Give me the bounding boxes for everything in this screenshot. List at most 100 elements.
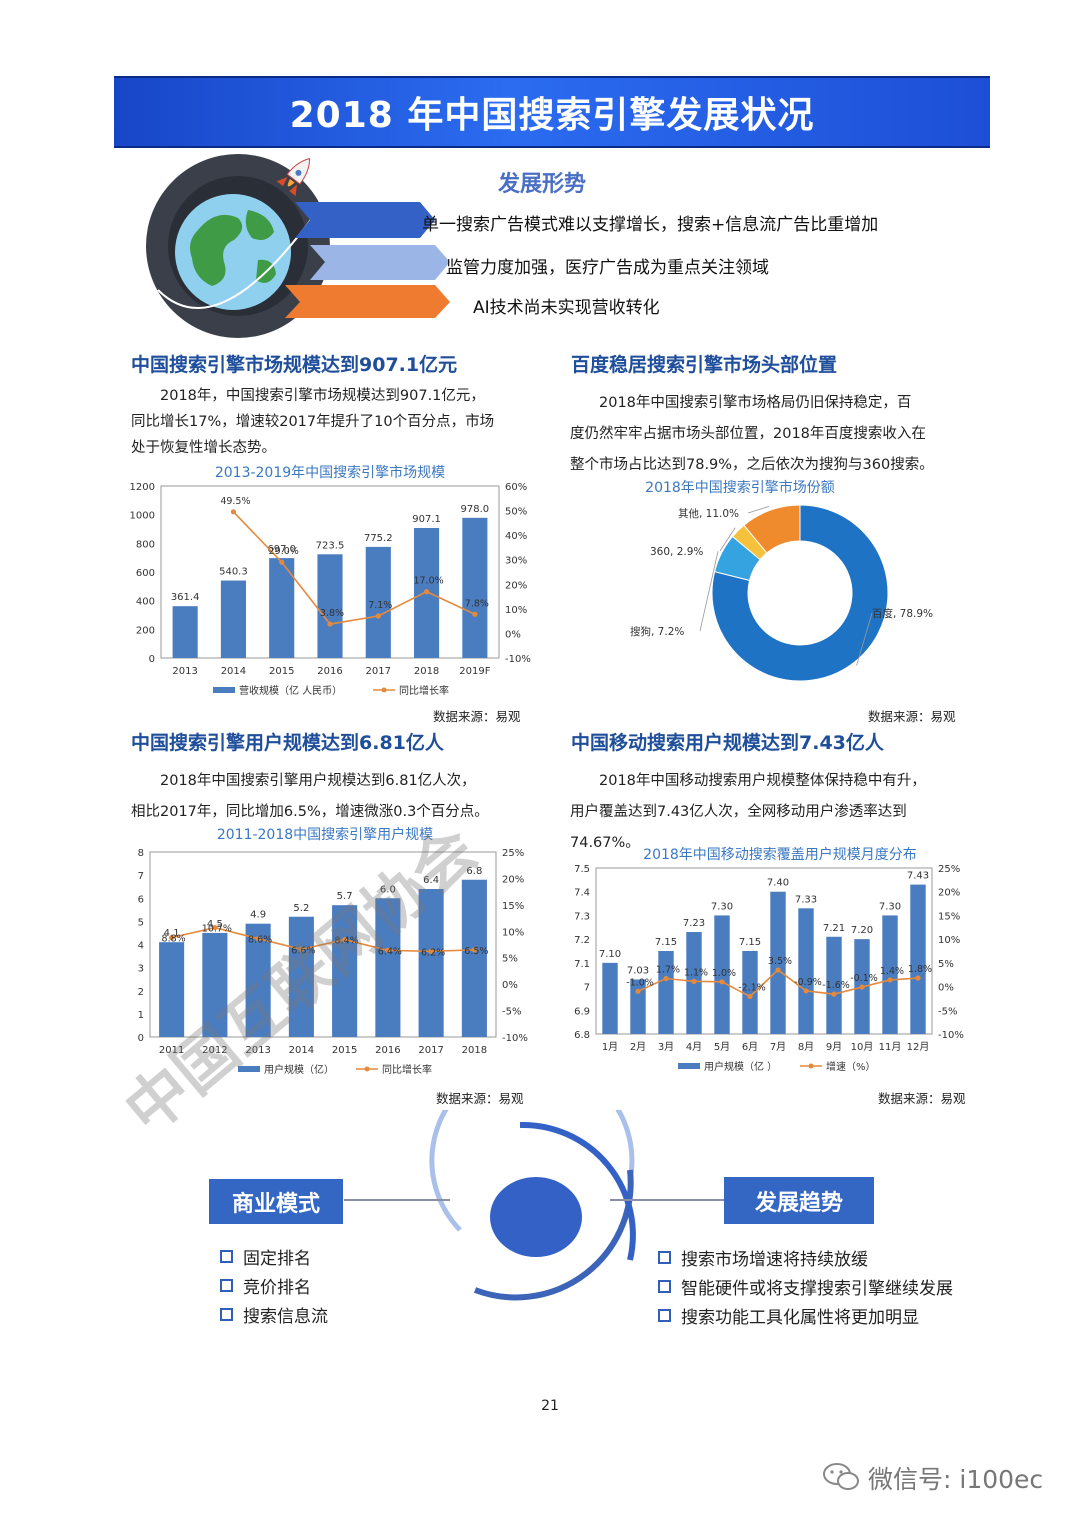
growth-point (428, 948, 434, 954)
growth-point (255, 936, 261, 942)
y2-tick-label: 5% (502, 954, 518, 965)
growth-point (327, 621, 333, 627)
bar-value-label: 4.5 (207, 919, 223, 930)
bar (630, 979, 646, 1034)
growth-label: 1.0% (712, 968, 736, 979)
y-tick-label: 7.2 (574, 935, 590, 946)
pie-label: 搜狗, 7.2% (630, 625, 684, 638)
y2-tick-label: 15% (502, 901, 524, 912)
y2-tick-label: -5% (502, 1007, 521, 1018)
y-tick-label: 4 (138, 941, 144, 952)
square-bullet-icon (220, 1279, 233, 1292)
legend-line-marker (808, 1063, 814, 1069)
growth-line (232, 511, 476, 625)
legend-bar-label: 用户规模（亿 ） (704, 1060, 777, 1073)
situation-title: 发展形势 (498, 172, 587, 197)
x-tick-label: 9月 (826, 1041, 842, 1053)
bar (742, 951, 758, 1034)
y-tick-label: 200 (136, 625, 155, 636)
x-tick-label: 11月 (879, 1041, 902, 1053)
y-tick-label: 7.5 (574, 864, 590, 875)
bar-value-label: 361.4 (171, 592, 200, 603)
growth-label: 17.0% (413, 576, 443, 587)
growth-label: 3.5% (768, 956, 792, 967)
bar-value-label: 6.0 (380, 884, 396, 895)
x-tick-label: 2016 (317, 666, 342, 677)
y-tick-label: 8 (138, 848, 144, 859)
growth-line (171, 926, 475, 953)
growth-label: 6.5% (464, 946, 488, 957)
bar (602, 962, 618, 1034)
growth-point (775, 967, 781, 973)
bar (288, 916, 314, 1037)
x-tick-label: 12月 (907, 1041, 930, 1053)
y-tick-label: 1200 (130, 482, 155, 493)
legend-line-marker (364, 1066, 370, 1072)
growth-label: -0.1% (850, 973, 878, 984)
x-tick-label: 1月 (602, 1041, 618, 1053)
y2-tick-label: 15% (938, 911, 960, 922)
pie-leader-line (747, 506, 769, 514)
users-heading: 中国搜索引擎用户规模达到6.81亿人 (131, 732, 444, 754)
list-item-label: 搜索市场增速将持续放缓 (681, 1250, 868, 1270)
x-tick-label: 2019F (459, 666, 490, 677)
pie-label: 360, 2.9% (650, 546, 703, 558)
y2-tick-label: 0% (938, 983, 954, 994)
bar-value-label: 5.2 (293, 903, 309, 914)
y-tick-label: 6.9 (574, 1006, 590, 1017)
y2-tick-label: 30% (505, 556, 527, 567)
y2-tick-label: 20% (505, 580, 527, 591)
x-tick-label: 2011 (159, 1045, 184, 1056)
growth-point (472, 611, 478, 617)
growth-label: 10.7% (202, 924, 232, 935)
growth-label: 6.6% (291, 945, 315, 956)
list-item: 固定排名 (220, 1242, 328, 1271)
bar (269, 558, 295, 658)
bar (245, 923, 271, 1037)
y-tick-label: 7.4 (574, 888, 590, 899)
y-tick-label: 0 (138, 1033, 144, 1044)
bar (826, 936, 842, 1034)
bar-value-label: 4.9 (250, 910, 266, 921)
square-bullet-icon (658, 1251, 671, 1264)
bar-value-label: 7.23 (683, 918, 705, 929)
wechat-icon (823, 1463, 859, 1490)
pie-slice (711, 504, 889, 682)
y-tick-label: 7 (584, 983, 590, 994)
y-tick-label: 2 (138, 987, 144, 998)
y-tick-label: 7.1 (574, 959, 590, 970)
y-tick-label: 0 (149, 654, 155, 665)
growth-point (719, 979, 725, 985)
growth-point (803, 988, 809, 994)
page-banner: 2018 年中国搜索引擎发展状况 (114, 76, 990, 148)
y2-tick-label: 50% (505, 507, 527, 518)
growth-label: 3.8% (320, 608, 344, 619)
bar-value-label: 5.7 (337, 891, 353, 902)
pie-leader-line (719, 527, 736, 552)
situation-point-2: 监管力度加强，医疗广告成为重点关注领域 (446, 258, 769, 278)
share-chart: 百度, 78.9% 搜狗, 7.2% 360, 2.9% 其他, 11.0% (630, 504, 933, 682)
list-item-label: 搜索信息流 (243, 1307, 328, 1327)
growth-label: -2.1% (738, 983, 766, 994)
y-tick-label: 7 (138, 871, 144, 882)
share-text-line: 整个市场占比达到78.9%，之后依次为搜狗与360搜索。 (570, 457, 934, 473)
bar (172, 606, 198, 658)
business-model-label: 商业模式 (209, 1179, 343, 1224)
y2-tick-label: 25% (938, 864, 960, 875)
growth-point (859, 984, 865, 990)
y2-tick-label: 0% (502, 980, 518, 991)
bar-value-label: 6.4 (423, 875, 439, 886)
x-tick-label: 2017 (366, 666, 391, 677)
bar-value-label: 7.43 (907, 871, 929, 882)
y2-tick-label: -10% (502, 1033, 528, 1044)
growth-point (212, 924, 218, 931)
mobile-text-line: 2018年中国移动搜索用户规模整体保持稳中有升， (599, 773, 926, 789)
bar-value-label: 7.03 (627, 965, 649, 976)
bar-value-label: 7.40 (767, 878, 789, 889)
list-item: 智能硬件或将支撑搜索引擎继续发展 (658, 1272, 953, 1301)
bar (882, 915, 898, 1034)
legend-bar-swatch (213, 687, 235, 693)
x-tick-label: 3月 (658, 1041, 674, 1053)
mobile-chart-title: 2018年中国移动搜索覆盖用户规模月度分布 (643, 847, 917, 863)
x-tick-label: 2013 (172, 666, 197, 677)
